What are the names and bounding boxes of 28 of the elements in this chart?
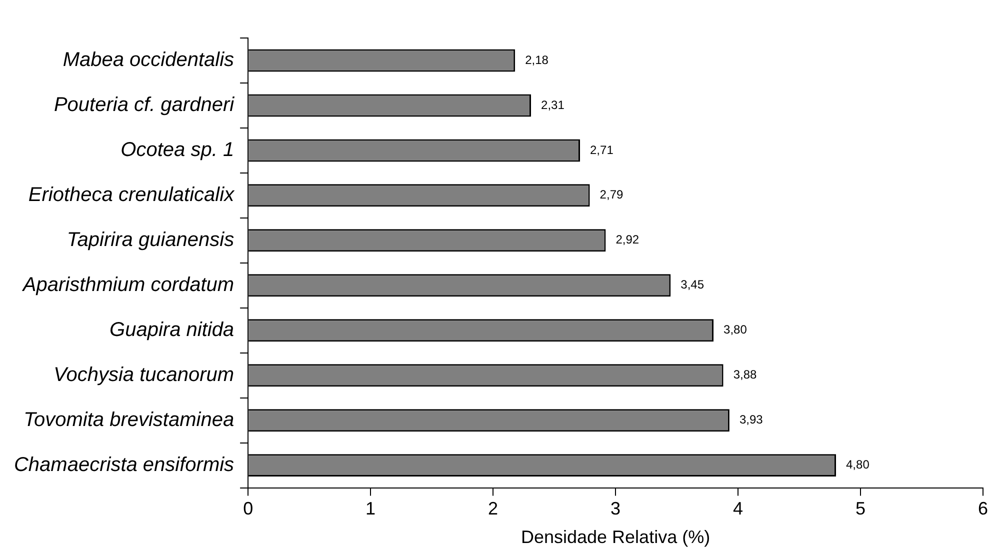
data-label: 3,45 — [680, 278, 704, 292]
y-tick-label: Aparisthmium cordatum — [22, 274, 234, 296]
x-tick-label: 0 — [243, 498, 254, 519]
data-label: 2,71 — [590, 142, 614, 157]
data-label: 4,80 — [846, 458, 870, 472]
x-axis-title: Densidade Relativa (%) — [520, 527, 710, 548]
y-tick-label: Eriotheca crenulaticalix — [28, 184, 236, 206]
data-label: 2,18 — [525, 52, 549, 67]
y-tick-label: Chamaecrista ensiformis — [14, 454, 234, 476]
y-tick-label: Tovomita brevistaminea — [24, 408, 234, 431]
data-label: 3,80 — [724, 322, 748, 337]
y-tick-label: Ocotea sp. 1 — [120, 139, 234, 162]
y-tick-label: Tapirira guianensis — [66, 228, 234, 251]
x-tick-label: 5 — [856, 498, 866, 519]
x-tick-label: 1 — [366, 498, 376, 519]
data-label: 2,79 — [600, 188, 624, 202]
x-tick-label: 2 — [488, 498, 498, 519]
data-label: 3,88 — [733, 368, 757, 382]
x-tick-label: 3 — [610, 498, 621, 519]
data-label: 2,92 — [616, 232, 640, 247]
y-tick-label: Mabea occidentalis — [62, 49, 234, 72]
x-tick-label: 4 — [733, 498, 744, 519]
y-tick-label: Vochysia tucanorum — [54, 364, 234, 386]
data-label: 2,31 — [541, 98, 565, 112]
x-tick-label: 6 — [978, 498, 988, 519]
y-tick-label: Pouteria cf. gardneri — [54, 94, 235, 116]
y-tick-label: Guapira nitida — [110, 318, 234, 341]
data-label: 3,93 — [739, 412, 764, 427]
